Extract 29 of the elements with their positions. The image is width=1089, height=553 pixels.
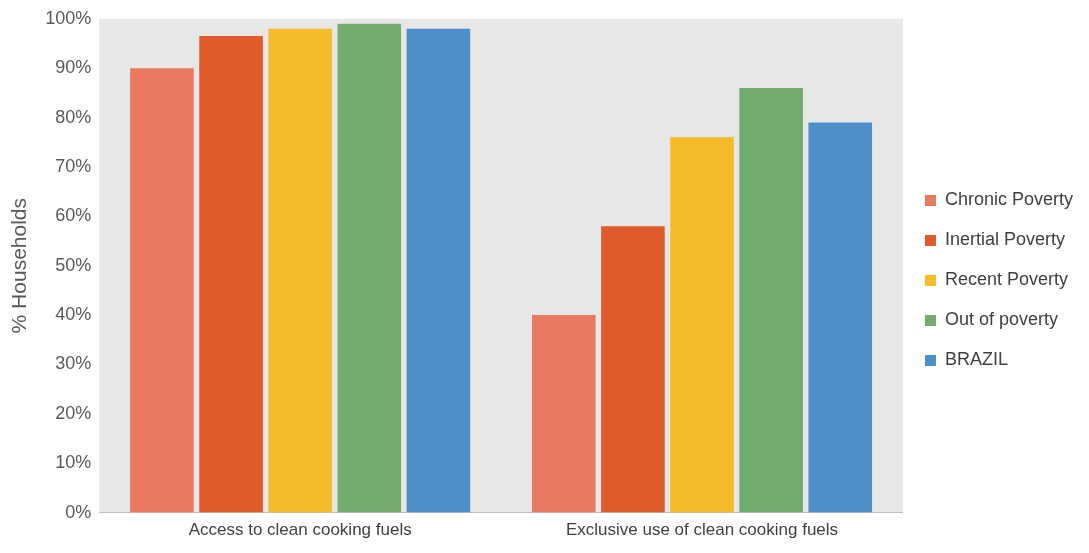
y-tick-label: 80% bbox=[55, 106, 92, 127]
legend-label: Chronic Poverty bbox=[944, 189, 1074, 210]
bar bbox=[531, 315, 596, 513]
y-tick-label: 0% bbox=[65, 501, 92, 522]
bar bbox=[130, 68, 194, 513]
bar bbox=[601, 226, 665, 513]
y-tick-label: 50% bbox=[55, 254, 92, 275]
y-tick-label: 20% bbox=[55, 402, 92, 423]
bar bbox=[337, 23, 402, 513]
x-tick-label: Exclusive use of clean cooking fuels bbox=[565, 520, 839, 540]
y-tick-label: 10% bbox=[55, 452, 92, 473]
bar bbox=[199, 36, 263, 513]
y-tick-label: 90% bbox=[55, 57, 92, 78]
bar bbox=[739, 87, 803, 513]
y-tick-label: 70% bbox=[55, 155, 92, 176]
y-tick-label: 30% bbox=[55, 353, 92, 374]
bar bbox=[808, 122, 873, 513]
bar bbox=[670, 137, 734, 513]
x-tick-label: Access to clean cooking fuels bbox=[188, 520, 412, 540]
legend-label: Inertial Poverty bbox=[944, 229, 1066, 250]
y-tick-label: 60% bbox=[55, 205, 92, 226]
legend-label: BRAZIL bbox=[944, 349, 1008, 370]
legend-label: Recent Poverty bbox=[944, 269, 1069, 290]
bar bbox=[268, 28, 332, 513]
y-axis-title: % Households bbox=[7, 197, 31, 334]
y-tick-label: 40% bbox=[55, 304, 92, 325]
bar bbox=[406, 28, 471, 513]
y-tick-label: 100% bbox=[45, 7, 92, 28]
legend-label: Out of poverty bbox=[944, 309, 1059, 330]
